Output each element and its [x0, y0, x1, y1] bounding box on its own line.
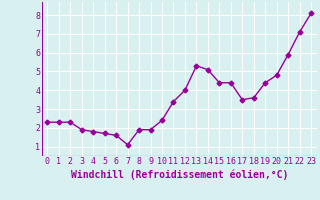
X-axis label: Windchill (Refroidissement éolien,°C): Windchill (Refroidissement éolien,°C): [70, 169, 288, 180]
